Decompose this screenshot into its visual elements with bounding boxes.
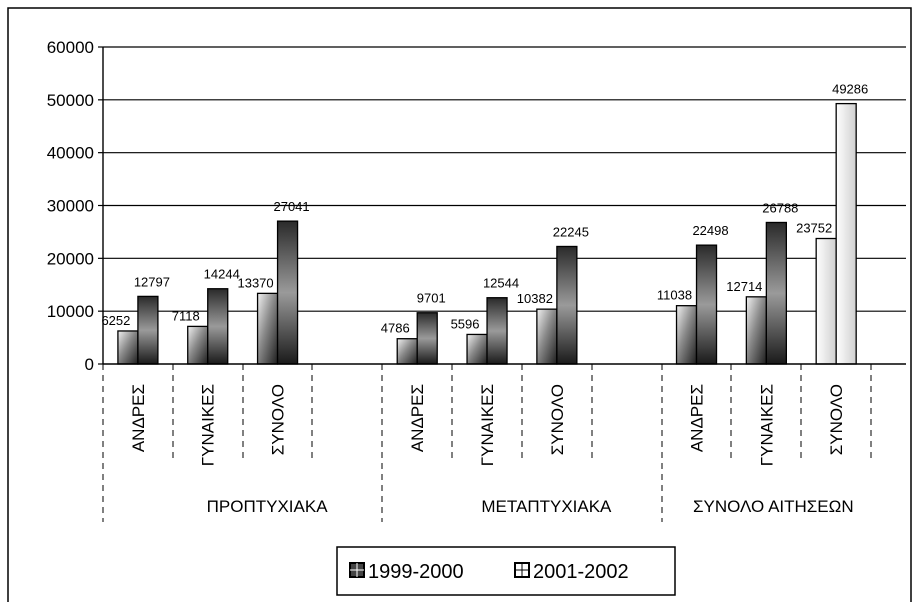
bar-2001-2002-γυναικες (486, 297, 508, 365)
bar-1999-2000-συνολο (815, 237, 837, 365)
group-label: ΣΥΝΟΛΟ ΑΙΤΗΣΕΩΝ (693, 497, 854, 516)
data-label: 11038 (657, 288, 692, 303)
data-label: 12714 (726, 279, 762, 294)
data-label: 49286 (832, 82, 868, 97)
bar-2001-2002-γυναικες (207, 288, 229, 365)
bar-1999-2000-ανδρες (675, 305, 698, 365)
bar-2001-2002-συνολο (835, 102, 857, 365)
legend-label: 1999-2000 (368, 561, 464, 583)
category-label: ΣΥΝΟΛΟ (269, 384, 288, 455)
data-label: 14244 (204, 267, 240, 282)
data-label: 22498 (692, 223, 728, 238)
data-label: 5596 (451, 316, 480, 331)
bar-1999-2000-γυναικες (745, 296, 767, 365)
group-label: ΠΡΟΠΤΥΧΙΑΚΑ (207, 497, 329, 516)
legend-label: 2001-2002 (533, 561, 629, 583)
bar-1999-2000-ανδρες (396, 338, 418, 365)
bar-1999-2000-ανδρες (117, 330, 139, 365)
y-tick-label: 60000 (47, 38, 94, 57)
bar-2001-2002-συνολο (556, 245, 578, 365)
category-label: ΣΥΝΟΛΟ (548, 384, 567, 455)
category-label: ΑΝΔΡΕΣ (688, 384, 707, 452)
category-label: ΑΝΔΡΕΣ (129, 384, 148, 452)
data-label: 23752 (796, 221, 832, 236)
data-label: 4786 (381, 321, 410, 336)
y-tick-label: 20000 (47, 249, 94, 268)
bar-2001-2002-συνολο (276, 220, 299, 365)
bar-1999-2000-γυναικες (466, 333, 488, 365)
category-label: ΓΥΝΑΙΚΕΣ (757, 384, 776, 466)
data-label: 9701 (417, 291, 446, 306)
legend: 1999-2000 2001-2002 (336, 546, 676, 596)
gridlines (103, 46, 906, 312)
y-tick-label: 30000 (47, 197, 94, 216)
chart-border (7, 7, 912, 602)
bar-2001-2002-ανδρες (137, 295, 159, 365)
data-label: 12544 (483, 276, 519, 291)
data-label: 26788 (762, 200, 798, 215)
y-tick-label: 40000 (47, 144, 94, 163)
axes: 0 10000 20000 30000 40000 50000 60000 ΑΝΔΡΕΣ ΓΥΝ… (47, 38, 906, 522)
bar-2001-2002-ανδρες (416, 312, 438, 365)
category-label: ΓΥΝΑΙΚΕΣ (478, 384, 497, 466)
bars (117, 102, 857, 365)
bar-2001-2002-γυναικες (765, 221, 787, 365)
bar-1999-2000-συνολο (256, 292, 279, 365)
y-tick-label: 0 (85, 355, 94, 374)
bar-1999-2000-γυναικες (187, 325, 209, 365)
data-label: 12797 (134, 274, 170, 289)
data-label: 27041 (273, 199, 309, 214)
bar-1999-2000-συνολο (536, 308, 558, 365)
category-label: ΓΥΝΑΙΚΕΣ (199, 384, 218, 466)
y-tick-label: 10000 (47, 302, 94, 321)
category-label: ΑΝΔΡΕΣ (408, 384, 427, 452)
data-label: 13370 (237, 275, 273, 290)
group-label: ΜΕΤΑΠΤΥΧΙΑΚΑ (481, 497, 612, 516)
y-tick-label: 50000 (47, 91, 94, 110)
data-label: 6252 (101, 313, 130, 328)
data-label: 22245 (553, 224, 589, 239)
category-label: ΣΥΝΟΛΟ (827, 384, 846, 455)
bar-2001-2002-ανδρες (695, 244, 718, 365)
data-label: 7118 (172, 308, 200, 323)
legend-box (336, 546, 676, 596)
data-label: 10382 (517, 291, 553, 306)
chart-frame (7, 7, 912, 602)
